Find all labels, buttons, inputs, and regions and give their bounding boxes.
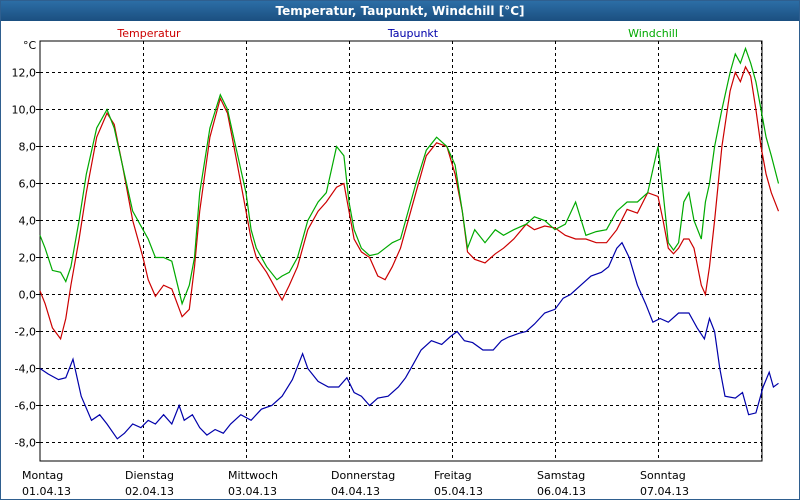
y-tick-label: -2,0 [15, 326, 36, 339]
x-tick-label-date: 05.04.13 [434, 485, 483, 498]
y-tick-label: -4,0 [15, 363, 36, 376]
y-tick-label: -8,0 [15, 437, 36, 450]
y-tick-label: 6,0 [19, 178, 37, 191]
x-tick-label-day: Sonntag [640, 469, 686, 482]
y-tick-label: 8,0 [19, 141, 37, 154]
x-tick-label-day: Freitag [434, 469, 472, 482]
legend-label-temperatur: Temperatur [116, 27, 181, 40]
y-tick-label: 10,0 [12, 104, 37, 117]
plot-area [39, 40, 763, 462]
x-tick-label-date: 06.04.13 [537, 485, 586, 498]
y-tick-label: 2,0 [19, 252, 37, 265]
window-title: Temperatur, Taupunkt, Windchill [°C] [1, 1, 799, 21]
y-tick-label: -6,0 [15, 400, 36, 413]
legend-label-taupunkt: Taupunkt [387, 27, 439, 40]
legend-label-windchill: Windchill [628, 27, 678, 40]
y-tick-label: 4,0 [19, 215, 37, 228]
line-chart: -8,0 -6,0 -4,0 -2,0 0,0 2,0 4,0 6,0 8,0 10,0 12,0 °… [12, 27, 780, 498]
series-line-taupunkt [39, 241, 779, 440]
y-tick-label: 0,0 [19, 289, 37, 302]
x-tick-label-date: 03.04.13 [228, 485, 277, 498]
x-tick-label-date: 01.04.13 [22, 485, 71, 498]
y-tick-label: 12,0 [12, 67, 37, 80]
x-tick-label-date: 02.04.13 [125, 485, 174, 498]
series-line-windchill [39, 46, 780, 306]
x-tick-label-day: Donnerstag [331, 469, 395, 482]
x-tick-label-day: Mittwoch [228, 469, 278, 482]
series-line-temperatur [39, 65, 780, 341]
x-tick-label-day: Montag [22, 469, 63, 482]
x-tick-label-day: Samstag [537, 469, 585, 482]
x-tick-label-date: 04.04.13 [331, 485, 380, 498]
x-tick-label-date: 07.04.13 [640, 485, 689, 498]
x-tick-label-day: Dienstag [125, 469, 174, 482]
y-axis-unit: °C [23, 39, 37, 52]
